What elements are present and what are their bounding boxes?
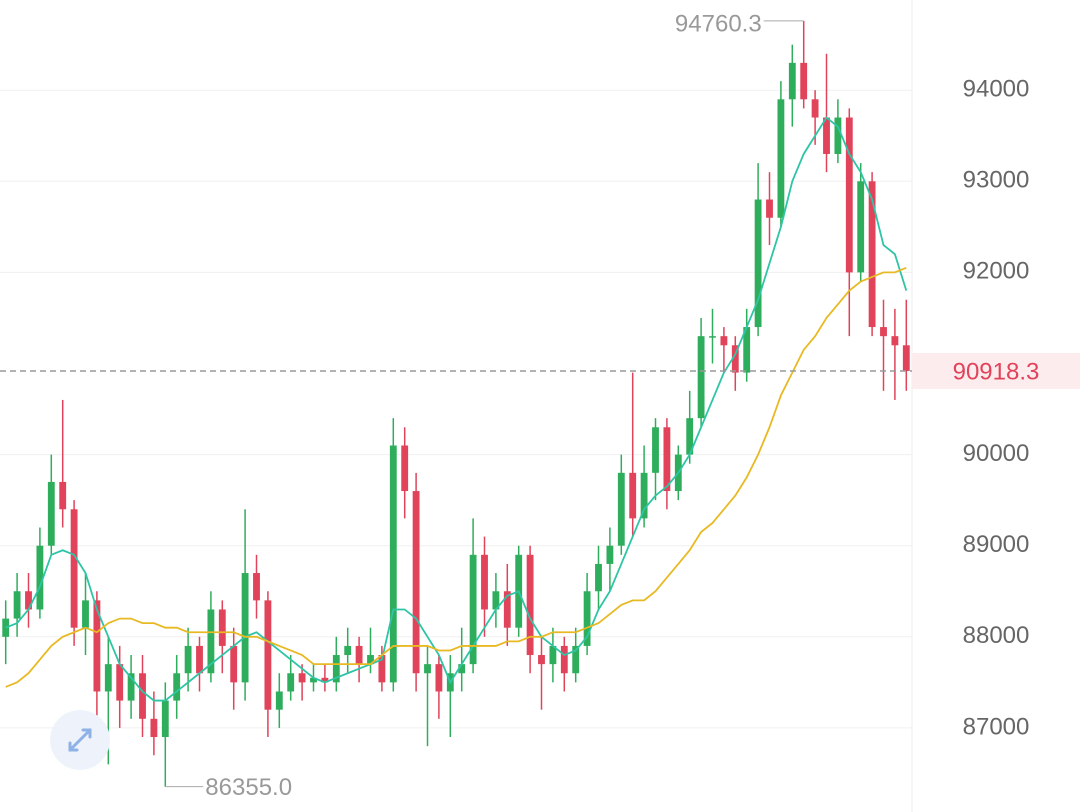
candle-body: [173, 673, 181, 701]
candle-body: [59, 481, 67, 510]
expand-button[interactable]: [50, 710, 110, 770]
candle-body: [709, 336, 716, 338]
candle-body: [13, 591, 21, 619]
moving-average-line: [5, 267, 907, 688]
candle-body: [287, 673, 295, 692]
expand-icon[interactable]: [68, 728, 92, 752]
candle-body: [538, 655, 545, 665]
candle-body: [640, 472, 648, 519]
candle-body: [310, 677, 317, 683]
candle-body: [104, 664, 112, 692]
candle-body: [127, 673, 135, 701]
candle-body: [754, 199, 762, 328]
candle-body: [663, 427, 671, 492]
candle-body: [253, 573, 260, 601]
y-tick-label: 93000: [963, 167, 1030, 194]
candle-body: [82, 600, 89, 628]
candle-body: [845, 117, 853, 273]
candle-body: [766, 199, 773, 218]
max-label: 94760.3: [675, 10, 762, 37]
candle-body: [458, 664, 466, 674]
candle-body: [47, 481, 55, 546]
candle-body: [435, 664, 443, 692]
candle-body: [275, 691, 283, 710]
candle-body: [355, 645, 363, 665]
candle-body: [629, 472, 637, 519]
last-price-label: 90918.3: [953, 358, 1040, 385]
last-price-badge: [912, 352, 1080, 389]
y-tick-label: 89000: [963, 531, 1030, 558]
candle-body: [36, 545, 44, 610]
candle-body: [811, 99, 819, 118]
candle-body: [503, 591, 511, 628]
candle-body: [344, 645, 352, 656]
candle-body: [777, 99, 785, 218]
candle-body: [686, 418, 694, 455]
candle-body: [241, 573, 249, 683]
candle-body: [652, 427, 659, 473]
min-label: 86355.0: [205, 774, 292, 801]
candle-body: [161, 700, 169, 738]
candle-body: [823, 117, 830, 154]
candle-body: [834, 117, 842, 154]
candle-body: [492, 591, 500, 610]
candle-body: [595, 563, 602, 592]
candle-body: [25, 591, 32, 610]
candle-body: [93, 600, 101, 692]
candle-body: [321, 677, 329, 683]
candle-body: [902, 345, 910, 371]
candle-body: [891, 336, 899, 346]
candle-body: [549, 645, 557, 665]
candle-body: [207, 609, 215, 674]
y-tick-label: 87000: [963, 713, 1030, 740]
candle-body: [731, 345, 739, 373]
candle-body: [150, 718, 158, 738]
candle-body: [139, 673, 146, 719]
candle-body: [367, 655, 374, 665]
y-tick-label: 90000: [963, 440, 1030, 467]
candle-body: [389, 445, 397, 683]
y-tick-label: 92000: [963, 258, 1030, 285]
y-tick-label: 88000: [963, 622, 1030, 649]
candle-body: [332, 655, 340, 683]
candle-body: [868, 181, 876, 328]
candle-body: [378, 655, 386, 683]
candle-body: [572, 645, 580, 674]
candle-body: [720, 336, 728, 346]
candle-body: [184, 645, 192, 674]
candle-body: [70, 509, 78, 628]
candle-body: [116, 664, 124, 701]
candle-body: [583, 591, 591, 646]
candle-body: [424, 664, 431, 674]
candle-body: [264, 600, 272, 710]
candle-body: [481, 554, 488, 610]
candle-body: [800, 62, 808, 100]
candle-body: [857, 181, 865, 273]
candle-body: [697, 336, 705, 419]
candle-body: [469, 554, 477, 665]
candle-body: [617, 472, 625, 546]
candle-body: [560, 645, 568, 674]
candle-body: [298, 673, 306, 683]
candle-body: [196, 645, 203, 674]
moving-average-line: [5, 116, 908, 702]
candle-body: [788, 62, 796, 100]
candle-body: [606, 545, 614, 564]
candle-body: [880, 327, 887, 337]
candle-body: [526, 554, 534, 656]
candle-body: [743, 327, 751, 373]
candle-body: [401, 445, 409, 492]
candle-body: [230, 645, 238, 683]
y-tick-label: 94000: [963, 76, 1030, 103]
candle-body: [412, 491, 420, 674]
candle-body: [218, 609, 226, 646]
